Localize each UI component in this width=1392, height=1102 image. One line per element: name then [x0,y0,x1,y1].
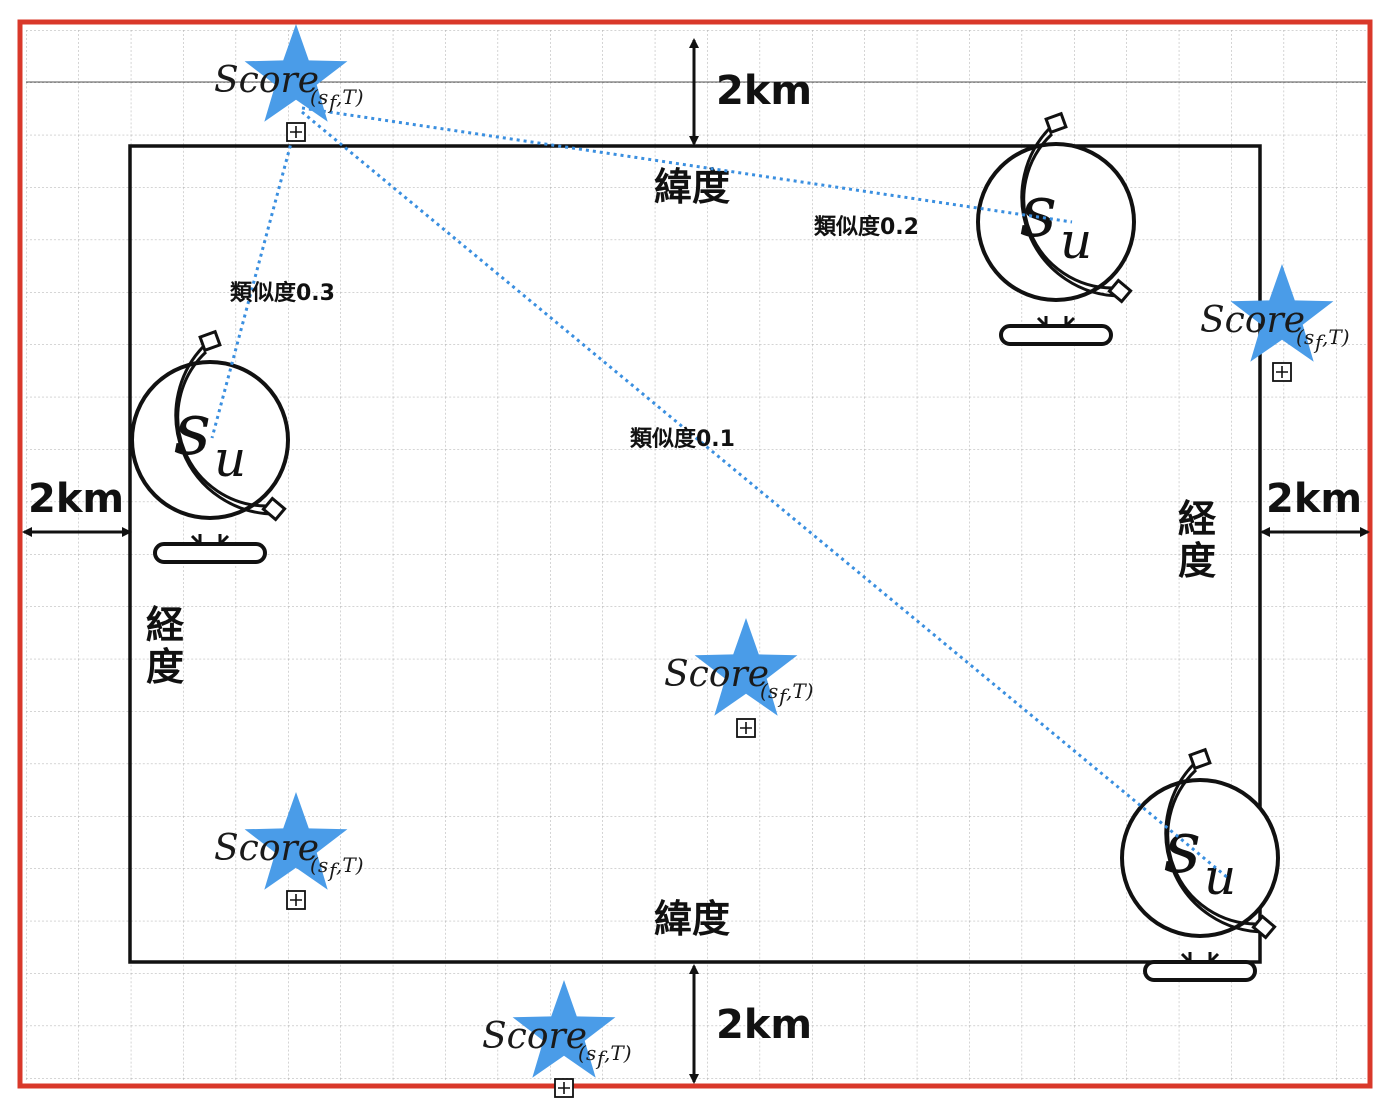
score-label-s: s [318,85,328,109]
latitude-label-top: 緯度 [654,165,730,209]
distance-label-right: 2km [1266,476,1362,522]
user-label-s: s [1020,169,1057,253]
outer-frame [17,19,1373,1089]
similarity-label-left: 類似度0.3 [230,280,335,306]
distance-label-bottom: 2km [716,1002,812,1048]
longitude-label-left-2: 度 [146,645,184,689]
longitude-label-right-1: 経 [1178,497,1217,541]
candidate-star-bottom: Score ( s f ,T) [482,980,632,1098]
longitude-label-right-2: 度 [1178,539,1216,583]
user-globe-left: s u [130,329,290,564]
score-label-s: s [318,853,328,877]
score-label: Score [1200,300,1305,341]
score-label-s: s [586,1041,596,1065]
user-label-s: s [174,387,211,471]
user-label-u: u [1204,848,1236,906]
similarity-label-top-right: 類似度0.2 [814,214,919,240]
score-label-open: ( [760,679,769,703]
score-label: Score [482,1016,587,1057]
boxed-plus-icon [286,890,306,910]
score-label: Score [664,654,769,695]
score-label-open: ( [1296,325,1305,349]
score-label-open: ( [310,853,319,877]
candidate-star-bottom-left: Score ( s f ,T) [214,792,364,910]
score-label-rest: ,T) [786,679,814,703]
region-rectangle [128,144,1262,964]
score-label-open: ( [578,1041,587,1065]
candidate-star-top-left: Score ( s f ,T) [214,24,364,142]
score-label-rest: ,T) [336,853,364,877]
similarity-label-bottom-right: 類似度0.1 [630,426,735,452]
latitude-label-bottom: 緯度 [654,897,730,941]
score-label: Score [214,828,319,869]
candidate-star-right: Score ( s f ,T) [1200,264,1350,382]
score-label-s: s [1304,325,1314,349]
distance-label-left: 2km [28,476,124,522]
user-globe-bottom-right: s u [1120,747,1280,982]
user-globe-top-right: s u [976,111,1136,346]
score-label-open: ( [310,85,319,109]
score-label-rest: ,T) [1322,325,1350,349]
boxed-plus-icon [286,122,306,142]
score-label-rest: ,T) [604,1041,632,1065]
score-label-rest: ,T) [336,85,364,109]
boxed-plus-icon [736,718,756,738]
boxed-plus-icon [554,1078,574,1098]
candidate-star-center: Score ( s f ,T) [664,618,814,738]
boxed-plus-icon [1272,362,1292,382]
score-label: Score [214,60,319,101]
longitude-label-left-1: 経 [146,603,185,647]
score-label-s: s [768,679,778,703]
distance-label-top: 2km [716,68,812,114]
similarity-link-bottom-right [301,110,1229,880]
user-label-u: u [214,430,246,488]
user-label-s: s [1164,805,1201,889]
